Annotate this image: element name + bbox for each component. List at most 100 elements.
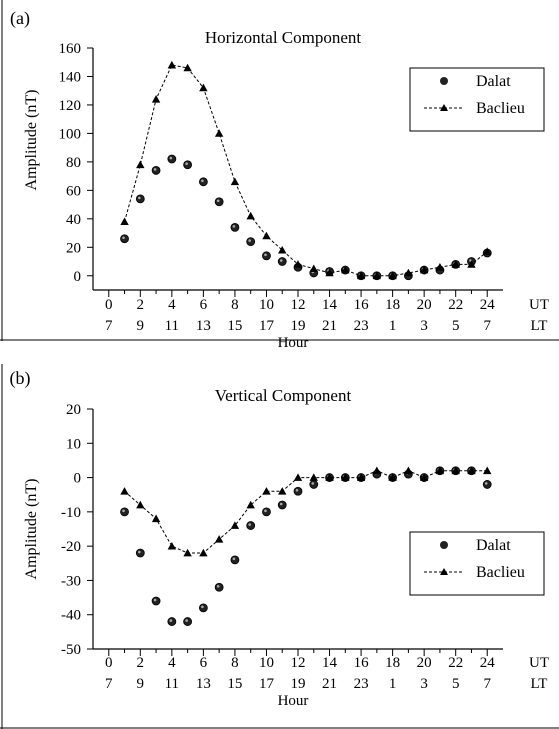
lt-axis-label: LT bbox=[531, 676, 548, 692]
data-point-baclieu bbox=[467, 260, 476, 268]
data-point-baclieu bbox=[183, 548, 192, 557]
legend-marker-baclieu bbox=[440, 104, 448, 111]
chart-title: Vertical Component bbox=[215, 386, 352, 405]
ut-tick-label: 4 bbox=[168, 655, 176, 671]
data-point-baclieu bbox=[262, 487, 271, 495]
data-point-highlight bbox=[138, 196, 141, 200]
ut-tick-label: 22 bbox=[448, 655, 463, 671]
data-point-dalat bbox=[214, 197, 224, 207]
data-point-dalat bbox=[262, 251, 271, 261]
data-point-baclieu bbox=[435, 466, 445, 475]
ut-tick-label: 8 bbox=[231, 655, 239, 671]
lt-tick-label: 17 bbox=[259, 318, 275, 334]
data-point-baclieu bbox=[483, 247, 492, 255]
panel-label: (b) bbox=[10, 368, 31, 389]
lt-tick-label: 19 bbox=[291, 676, 306, 692]
y-tick-label: 20 bbox=[66, 402, 81, 418]
lt-tick-label: 23 bbox=[354, 676, 369, 692]
data-point-baclieu bbox=[356, 271, 366, 280]
ut-tick-label: 12 bbox=[291, 655, 306, 671]
data-point-highlight bbox=[122, 509, 125, 513]
data-point-baclieu bbox=[214, 535, 224, 543]
y-axis-label: Amplitude (nT) bbox=[23, 90, 40, 191]
y-tick-label: -10 bbox=[61, 505, 81, 521]
data-point-baclieu bbox=[356, 473, 366, 481]
data-point-dalat bbox=[246, 237, 256, 247]
data-point-highlight bbox=[232, 557, 236, 561]
data-point-baclieu bbox=[404, 268, 413, 277]
data-point-dalat bbox=[262, 507, 271, 517]
data-point-highlight bbox=[279, 259, 283, 262]
data-point-highlight bbox=[248, 239, 251, 242]
lt-tick-label: 19 bbox=[291, 318, 306, 334]
lt-tick-label: 21 bbox=[322, 318, 337, 334]
data-point-baclieu bbox=[341, 473, 350, 481]
y-tick-label: 60 bbox=[66, 183, 81, 199]
ut-tick-label: 10 bbox=[259, 297, 274, 313]
data-point-baclieu bbox=[230, 177, 240, 186]
lt-tick-label: 11 bbox=[165, 676, 179, 692]
data-point-baclieu bbox=[451, 466, 460, 475]
data-point-dalat bbox=[277, 500, 287, 510]
y-tick-label: 0 bbox=[74, 471, 82, 487]
lt-tick-label: 1 bbox=[389, 318, 397, 334]
data-point-baclieu bbox=[214, 129, 224, 137]
legend-marker-dalat bbox=[440, 77, 448, 85]
data-point-highlight bbox=[138, 550, 141, 554]
y-tick-label: 0 bbox=[74, 269, 82, 285]
y-tick-label: 120 bbox=[59, 98, 82, 114]
data-point-baclieu bbox=[388, 271, 397, 280]
legend-label-dalat: Dalat bbox=[476, 537, 511, 554]
data-point-highlight bbox=[295, 488, 299, 492]
data-point-highlight bbox=[248, 523, 251, 526]
data-point-highlight bbox=[153, 598, 157, 602]
legend-marker-dalat bbox=[440, 541, 448, 549]
data-point-dalat bbox=[135, 548, 145, 558]
lt-tick-label: 13 bbox=[196, 676, 211, 692]
vertical-component-panel: (b) Vertical Component Amplitude (nT) -50 -4… bbox=[0, 364, 559, 729]
ut-tick-label: 18 bbox=[385, 297, 400, 313]
data-point-baclieu bbox=[293, 260, 303, 268]
data-point-dalat bbox=[183, 617, 193, 626]
data-point-baclieu bbox=[120, 217, 129, 226]
ut-tick-label: 0 bbox=[105, 655, 113, 671]
lt-tick-label: 1 bbox=[389, 676, 397, 692]
legend-label-baclieu: Baclieu bbox=[476, 564, 525, 581]
ut-axis-label: UT bbox=[529, 297, 549, 313]
lt-tick-label: 3 bbox=[420, 318, 428, 334]
data-point-highlight bbox=[279, 502, 283, 506]
ut-tick-label: 22 bbox=[448, 297, 463, 313]
lt-tick-label: 9 bbox=[137, 318, 145, 334]
ut-tick-label: 4 bbox=[168, 297, 176, 313]
data-point-baclieu bbox=[278, 245, 287, 254]
ut-tick-label: 10 bbox=[259, 655, 274, 671]
data-point-baclieu bbox=[136, 160, 145, 169]
data-point-baclieu bbox=[435, 263, 445, 271]
y-tick-label: 100 bbox=[59, 126, 82, 142]
y-tick-label: 80 bbox=[66, 155, 81, 171]
data-point-highlight bbox=[484, 482, 488, 485]
ut-tick-label: 16 bbox=[354, 655, 370, 671]
y-tick-label: -20 bbox=[61, 539, 81, 555]
data-point-baclieu bbox=[183, 63, 192, 72]
data-point-baclieu bbox=[451, 260, 460, 268]
legend-box bbox=[409, 531, 545, 596]
data-point-dalat bbox=[230, 222, 240, 232]
data-point-highlight bbox=[122, 236, 125, 240]
data-point-highlight bbox=[169, 156, 173, 160]
y-tick-label: 40 bbox=[66, 212, 81, 228]
lt-tick-label: 7 bbox=[105, 676, 113, 692]
vertical-component-chart: (b) Vertical Component Amplitude (nT) -50 -4… bbox=[0, 364, 559, 729]
ut-tick-label: 20 bbox=[417, 297, 432, 313]
data-point-highlight bbox=[264, 509, 267, 513]
lt-tick-label: 5 bbox=[452, 676, 460, 692]
lt-tick-label: 5 bbox=[452, 318, 460, 334]
data-point-baclieu bbox=[167, 541, 177, 550]
data-point-baclieu bbox=[151, 95, 161, 103]
y-tick-label: -40 bbox=[61, 608, 81, 624]
data-point-dalat bbox=[230, 555, 240, 565]
ut-tick-label: 8 bbox=[231, 297, 239, 313]
data-point-highlight bbox=[232, 225, 236, 228]
ut-tick-label: 24 bbox=[480, 297, 496, 313]
